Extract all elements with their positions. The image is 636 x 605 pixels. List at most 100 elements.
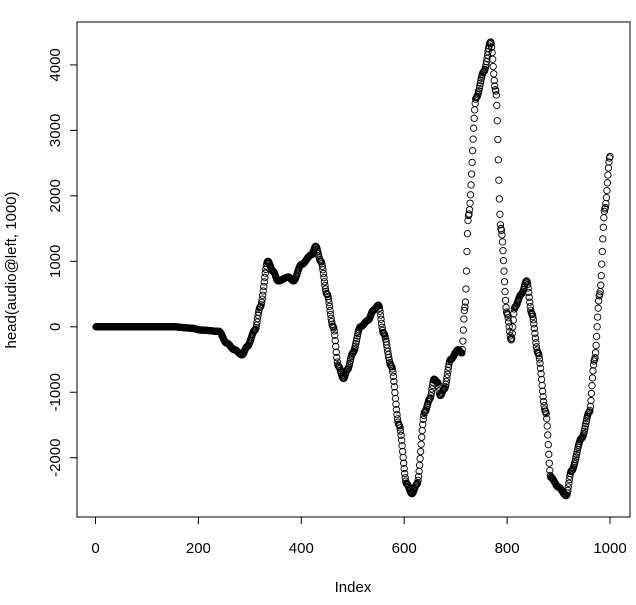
data-point xyxy=(468,147,477,155)
x-tick-label: 600 xyxy=(392,540,417,557)
data-point xyxy=(498,231,506,239)
data-point xyxy=(538,387,547,395)
data-point xyxy=(592,341,600,350)
data-point xyxy=(443,370,452,378)
data-point xyxy=(460,306,469,315)
data-point xyxy=(391,394,400,403)
data-point xyxy=(501,287,509,296)
data-point xyxy=(598,247,606,256)
data-point xyxy=(587,396,595,405)
data-point xyxy=(492,87,500,95)
data-point xyxy=(325,298,333,307)
data-point xyxy=(458,349,466,357)
data-point xyxy=(594,313,602,321)
data-point xyxy=(471,106,479,114)
data-point xyxy=(420,411,428,420)
data-point xyxy=(396,424,404,432)
data-point xyxy=(384,350,392,359)
data-point xyxy=(586,406,594,415)
data-point xyxy=(525,288,533,297)
data-point xyxy=(508,334,516,342)
y-axis: -2000 -1000 0 1000 2000 3000 4000 xyxy=(47,48,78,477)
data-point xyxy=(376,311,385,319)
data-point xyxy=(492,91,500,99)
data-point xyxy=(385,353,393,362)
data-point xyxy=(504,318,513,326)
data-point xyxy=(377,319,386,328)
data-point xyxy=(252,324,260,332)
data-point xyxy=(535,352,543,360)
data-point xyxy=(546,466,554,475)
data-point xyxy=(586,402,595,411)
data-point xyxy=(331,336,339,345)
data-point xyxy=(482,58,491,66)
data-point xyxy=(377,315,385,323)
data-point xyxy=(455,346,463,354)
data-point xyxy=(500,267,508,275)
data-point xyxy=(545,459,553,467)
data-point xyxy=(604,171,612,179)
data-point xyxy=(501,296,510,305)
data-point xyxy=(260,282,268,291)
data-point xyxy=(469,124,478,132)
data-point xyxy=(463,230,472,238)
data-point xyxy=(544,440,552,449)
data-point xyxy=(352,340,360,348)
data-point xyxy=(539,397,548,406)
data-point xyxy=(604,164,613,172)
data-point xyxy=(545,450,553,458)
data-point xyxy=(333,353,341,362)
data-point xyxy=(392,400,400,408)
data-point xyxy=(332,348,340,356)
data-point xyxy=(593,323,601,331)
data-point xyxy=(493,101,501,110)
data-point xyxy=(418,426,426,435)
data-point xyxy=(391,388,399,397)
data-point xyxy=(487,39,495,48)
data-point xyxy=(533,348,542,356)
data-point xyxy=(535,355,544,363)
data-point xyxy=(602,193,611,202)
y-tick-label: -2000 xyxy=(47,439,64,477)
data-point xyxy=(565,479,573,487)
y-axis-label: head(audio@left, 1000) xyxy=(3,191,20,348)
data-point xyxy=(499,256,508,265)
data-point xyxy=(382,335,390,343)
data-point xyxy=(459,337,467,345)
y-tick-label: -1000 xyxy=(47,373,64,411)
data-point xyxy=(493,117,501,125)
data-point xyxy=(481,63,490,72)
data-point xyxy=(319,266,327,274)
data-point xyxy=(603,186,611,195)
data-point xyxy=(531,334,540,342)
data-point xyxy=(581,422,589,430)
data-point xyxy=(459,326,468,334)
data-point xyxy=(599,223,607,231)
data-point xyxy=(526,298,534,306)
data-point xyxy=(489,62,497,71)
data-point xyxy=(544,431,552,439)
data-point xyxy=(601,203,610,212)
data-point xyxy=(483,54,491,63)
data-point xyxy=(537,375,546,384)
data-point xyxy=(392,406,401,414)
data-point xyxy=(543,422,551,430)
data-point xyxy=(598,260,606,268)
data-point xyxy=(466,199,474,207)
data-point xyxy=(536,364,545,372)
data-point xyxy=(505,323,513,331)
data-point xyxy=(577,435,585,443)
data-point xyxy=(527,306,535,314)
data-point xyxy=(603,179,612,187)
data-point xyxy=(417,447,425,456)
data-point xyxy=(529,316,537,324)
data-point xyxy=(460,315,468,323)
data-point xyxy=(489,55,497,63)
data-point xyxy=(495,176,503,184)
data-point xyxy=(461,303,469,311)
data-point xyxy=(525,293,533,301)
data-point xyxy=(412,481,420,489)
data-point xyxy=(389,372,398,381)
data-point xyxy=(605,158,613,166)
